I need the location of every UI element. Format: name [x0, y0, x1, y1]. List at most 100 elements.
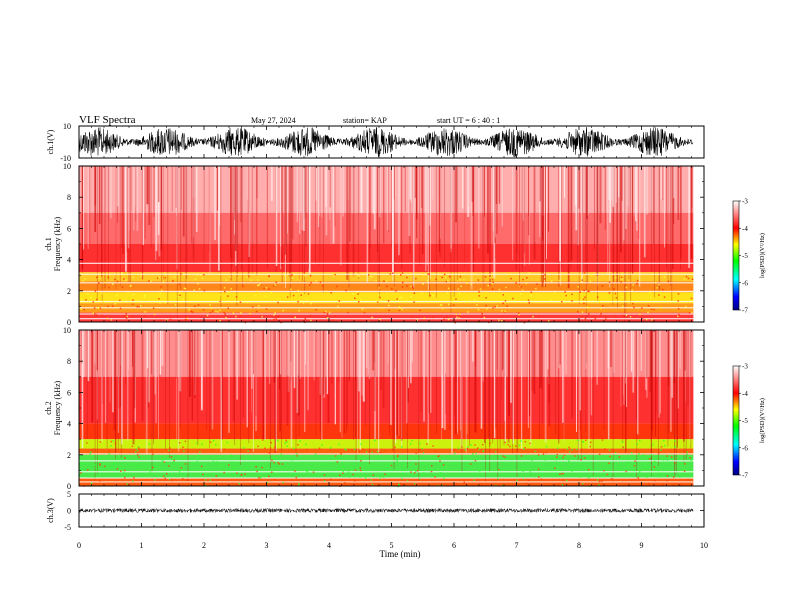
- psd-speckle: [415, 463, 417, 465]
- psd-band: [79, 212, 694, 244]
- psd-speckle: [277, 439, 279, 442]
- texture-streak: [147, 330, 149, 408]
- psd-speckle: [277, 301, 279, 304]
- texture-streak: [301, 166, 303, 230]
- texture-streak: [334, 166, 336, 227]
- sferic-line: [450, 166, 452, 313]
- psd-speckle: [641, 458, 644, 460]
- psd-speckle: [502, 294, 504, 296]
- psd-speckle: [230, 454, 232, 456]
- psd-band: [79, 423, 694, 440]
- psd-speckle: [522, 278, 524, 281]
- psd-speckle: [227, 295, 229, 297]
- texture-streak: [421, 166, 424, 254]
- psd-speckle: [259, 458, 261, 460]
- psd-speckle: [686, 453, 688, 455]
- sferic-line: [120, 330, 122, 458]
- psd-speckle: [647, 457, 650, 459]
- psd-speckle: [183, 450, 185, 453]
- psd-speckle: [457, 288, 460, 290]
- psd-speckle: [297, 444, 299, 446]
- psd-speckle: [524, 446, 526, 449]
- texture-streak: [247, 166, 250, 278]
- psd-band: [79, 166, 694, 213]
- sferic-line: [461, 330, 463, 472]
- psd-speckle: [441, 276, 443, 279]
- psd-speckle: [397, 454, 399, 457]
- psd-speckle: [560, 472, 563, 475]
- psd-speckle: [411, 286, 414, 288]
- x-tick-label: 7: [515, 541, 519, 550]
- psd-speckle: [274, 478, 276, 481]
- psd-speckle: [544, 278, 546, 280]
- psd-speckle: [142, 474, 145, 477]
- psd-speckle: [182, 478, 184, 480]
- texture-streak: [623, 330, 625, 405]
- psd-speckle: [117, 301, 120, 303]
- psd-speckle: [94, 290, 97, 292]
- sferic-line: [453, 166, 455, 297]
- psd-speckle: [101, 456, 104, 458]
- texture-streak: [392, 166, 393, 283]
- psd-speckle: [282, 481, 284, 484]
- psd-speckle: [354, 480, 356, 482]
- texture-streak: [303, 166, 306, 231]
- psd-speckle: [601, 439, 604, 441]
- psd-speckle: [651, 319, 653, 321]
- psd-speckle: [298, 309, 300, 312]
- psd-speckle: [529, 442, 531, 445]
- texture-streak: [218, 166, 220, 271]
- sferic-line: [585, 330, 587, 432]
- texture-streak: [206, 330, 208, 431]
- psd-speckle: [489, 442, 491, 445]
- psd-speckle: [168, 449, 170, 452]
- sferic-line: [521, 166, 523, 272]
- psd-speckle: [299, 440, 301, 442]
- psd-speckle: [657, 469, 659, 472]
- psd-speckle: [517, 312, 520, 314]
- y-tick-label: 5: [67, 490, 71, 499]
- psd-speckle: [80, 298, 83, 301]
- psd-speckle: [391, 449, 393, 451]
- sferic-line: [234, 330, 235, 445]
- psd-speckle: [529, 471, 532, 473]
- psd-speckle: [583, 289, 585, 292]
- sferic-line: [289, 166, 291, 298]
- psd-speckle: [371, 276, 373, 278]
- psd-speckle: [453, 304, 455, 306]
- psd-speckle: [246, 276, 248, 278]
- texture-streak: [93, 330, 96, 363]
- psd-speckle: [601, 480, 603, 482]
- y-tick-label: 2: [67, 451, 71, 460]
- psd-speckle: [518, 313, 520, 316]
- psd-speckle: [541, 473, 543, 476]
- psd-speckle: [136, 305, 138, 308]
- texture-streak: [153, 330, 155, 376]
- texture-streak: [528, 166, 530, 265]
- psd-speckle: [344, 482, 346, 484]
- psd-speckle: [159, 302, 161, 304]
- psd-speckle: [116, 280, 119, 283]
- psd-speckle: [369, 275, 371, 277]
- texture-streak: [680, 166, 681, 270]
- psd-speckle: [326, 313, 329, 315]
- texture-streak: [484, 330, 486, 443]
- psd-speckle: [266, 481, 269, 484]
- texture-streak: [146, 330, 149, 369]
- texture-streak: [462, 166, 464, 209]
- texture-streak: [688, 166, 691, 268]
- psd-speckle: [399, 297, 401, 299]
- psd-speckle: [182, 458, 184, 461]
- psd-speckle: [576, 448, 578, 451]
- psd-speckle: [258, 305, 260, 307]
- psd-speckle: [319, 281, 322, 283]
- psd-speckle: [114, 278, 116, 281]
- psd-speckle: [186, 479, 188, 481]
- psd-speckle: [589, 280, 592, 283]
- sferic-line: [165, 330, 166, 451]
- psd-speckle: [622, 446, 624, 448]
- texture-streak: [216, 166, 218, 211]
- texture-streak: [232, 330, 235, 422]
- texture-streak: [94, 166, 97, 232]
